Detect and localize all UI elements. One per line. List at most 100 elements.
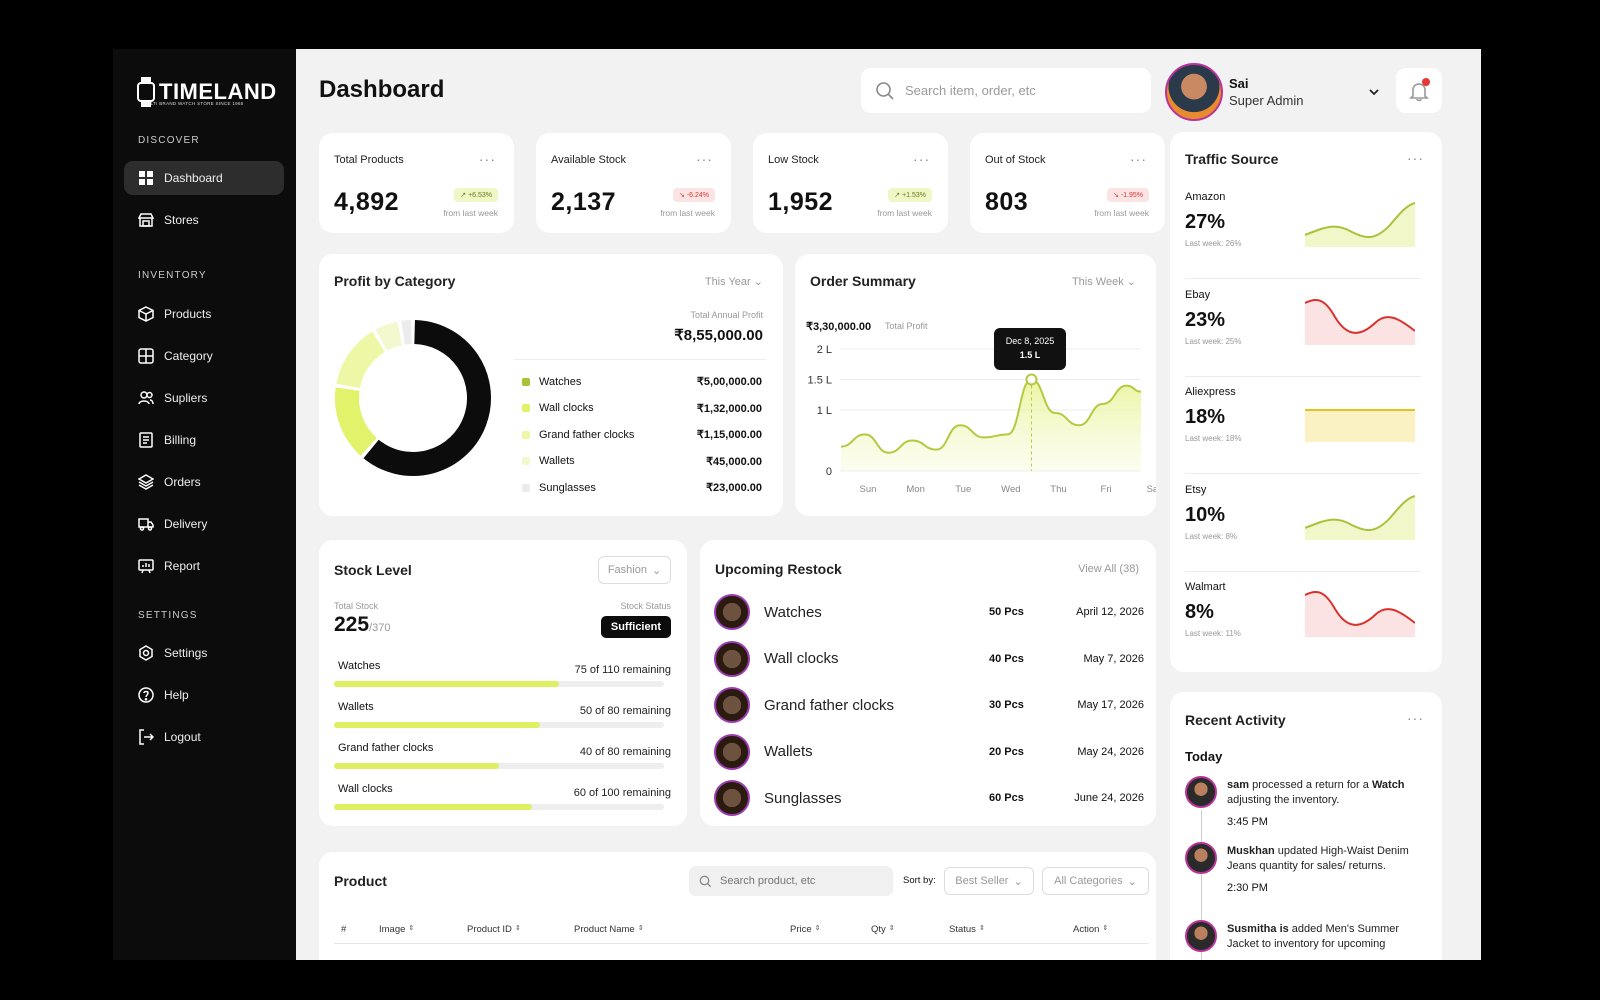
column-header[interactable]: Product Name ⇕	[574, 924, 644, 935]
main-content: Dashboard Sai Super Admin Profit by Cate…	[296, 49, 1481, 960]
watch-icon	[137, 77, 155, 107]
restock-item-date: June 24, 2026	[1074, 792, 1144, 804]
sort-dropdown[interactable]: Best Seller ⌄	[944, 867, 1034, 895]
column-header[interactable]: Product ID ⇕	[467, 924, 521, 935]
donut-slice[interactable]	[335, 387, 378, 456]
period-dropdown[interactable]: This Year ⌄	[705, 275, 763, 288]
user-menu[interactable]: Sai Super Admin	[1165, 63, 1385, 121]
sidebar-item-category[interactable]: Category	[124, 339, 284, 373]
sort-icon: ⇕	[814, 925, 821, 932]
legend-item: Grand father clocks ₹1,15,000.00	[522, 428, 762, 441]
stock-bar-fill	[334, 763, 499, 769]
column-header[interactable]: Status ⇕	[949, 924, 985, 935]
global-search[interactable]	[861, 68, 1151, 113]
activity-item: Susmitha is added Men's Summer Jacket to…	[1185, 920, 1425, 960]
sparkline	[1305, 409, 1415, 442]
divider	[1185, 375, 1421, 377]
section-settings: SETTINGS	[138, 610, 198, 621]
store-icon	[138, 213, 154, 227]
stat-card: Low Stock ··· 1,952 ↗ +1.53% from last week	[753, 133, 948, 233]
restock-row[interactable]: Grand father clocks 30 Pcs May 17, 2026	[714, 687, 1144, 723]
page-title: Dashboard	[319, 76, 445, 103]
sidebar-item-help[interactable]: Help	[124, 678, 284, 712]
more-icon[interactable]: ···	[1130, 151, 1147, 167]
stock-filter-dropdown[interactable]: Fashion ⌄	[598, 556, 671, 584]
more-icon[interactable]: ···	[1407, 710, 1424, 726]
column-label: Product Name	[574, 924, 635, 935]
sidebar-item-supliers[interactable]: Supliers	[124, 381, 284, 415]
x-tick-label: Sat	[1147, 484, 1156, 495]
search-input[interactable]	[905, 83, 1125, 98]
trend-down-icon: ↘	[1113, 192, 1121, 199]
sidebar-item-orders[interactable]: Orders	[124, 465, 284, 499]
column-header[interactable]: Action ⇕	[1073, 924, 1108, 935]
donut-slice[interactable]	[363, 320, 491, 476]
column-header[interactable]: Qty ⇕	[871, 924, 895, 935]
traffic-source-row[interactable]: Aliexpress 18% Last week: 18%	[1185, 378, 1423, 474]
product-search[interactable]	[689, 866, 893, 896]
stock-item-remaining: 40 of 80 remaining	[579, 746, 671, 758]
donut-slice[interactable]	[375, 321, 403, 351]
filter-value: Fashion	[607, 564, 647, 576]
stat-label: Total Products	[334, 154, 404, 166]
category-dropdown[interactable]: All Categories ⌄	[1042, 867, 1149, 895]
report-icon	[138, 559, 154, 574]
more-icon[interactable]: ···	[479, 151, 496, 167]
period-dropdown[interactable]: This Week ⌄	[1072, 275, 1136, 288]
traffic-source-row[interactable]: Ebay 23% Last week: 25%	[1185, 281, 1423, 377]
avatar[interactable]	[1185, 842, 1217, 874]
sort-icon: ⇕	[978, 925, 985, 932]
traffic-source-row[interactable]: Etsy 10% Last week: 8%	[1185, 476, 1423, 572]
sidebar-item-products[interactable]: Products	[124, 297, 284, 331]
avatar[interactable]	[1185, 920, 1217, 952]
stock-bar	[334, 804, 664, 810]
x-tick-label: Sun	[860, 484, 877, 495]
traffic-source-name: Etsy	[1185, 483, 1207, 496]
restock-row[interactable]: Wall clocks 40 Pcs May 7, 2026	[714, 640, 1144, 677]
sparkline-area	[1305, 495, 1415, 540]
sidebar-item-dashboard[interactable]: Dashboard	[124, 161, 284, 195]
avatar[interactable]	[1185, 776, 1217, 808]
column-header[interactable]: Price ⇕	[790, 924, 821, 935]
avatar[interactable]	[1165, 63, 1223, 121]
more-icon[interactable]: ···	[696, 151, 713, 167]
sidebar-item-stores[interactable]: Stores	[124, 203, 284, 237]
more-icon[interactable]: ···	[913, 151, 930, 167]
divider	[1185, 473, 1421, 474]
traffic-source-row[interactable]: Amazon 27% Last week: 26%	[1185, 183, 1423, 279]
legend-swatch	[522, 377, 530, 386]
restock-row[interactable]: Watches 50 Pcs April 12, 2026	[714, 594, 1144, 630]
sidebar-item-logout[interactable]: Logout	[124, 720, 284, 754]
restock-row[interactable]: Sunglasses 60 Pcs June 24, 2026	[714, 780, 1144, 816]
hover-point[interactable]	[1025, 373, 1038, 386]
traffic-source-row[interactable]: Walmart 8% Last week: 11%	[1185, 573, 1423, 669]
chevron-down-icon: ⌄	[1126, 276, 1136, 288]
app-window: TIMELAND MULTI BRAND WATCH STORE SINCE 1…	[113, 49, 1481, 960]
view-all-link[interactable]: View All (38)	[1078, 563, 1139, 575]
more-icon[interactable]: ···	[1407, 150, 1424, 166]
restock-item-qty: 60 Pcs	[989, 792, 1024, 804]
sidebar-item-report[interactable]: Report	[124, 549, 284, 583]
notification-button[interactable]	[1396, 68, 1442, 113]
sidebar-item-label: Logout	[164, 730, 201, 744]
sparkline-area	[1305, 591, 1415, 637]
donut-slice[interactable]	[401, 320, 412, 345]
column-header[interactable]: Image ⇕	[379, 924, 414, 935]
product-search-input[interactable]	[720, 875, 880, 887]
sort-icon: ⇕	[888, 925, 895, 932]
traffic-source-name: Amazon	[1185, 191, 1226, 203]
status-badge: Sufficient	[600, 616, 671, 638]
brand-logo[interactable]: TIMELAND	[137, 77, 277, 107]
legend-item: Watches ₹5,00,000.00	[522, 375, 762, 388]
restock-row[interactable]: Wallets 20 Pcs May 24, 2026	[714, 733, 1144, 770]
donut-slice[interactable]	[336, 331, 386, 389]
chevron-down-icon: ⌄	[1127, 875, 1137, 888]
sidebar-item-delivery[interactable]: Delivery	[124, 507, 284, 541]
legend-value: ₹23,000.00	[706, 482, 762, 494]
trend-up-icon: ↗	[460, 192, 469, 199]
sidebar-item-billing[interactable]: Billing	[124, 423, 284, 457]
chevron-down-icon[interactable]	[1367, 85, 1381, 99]
help-icon	[138, 687, 154, 703]
sidebar-item-settings[interactable]: Settings	[124, 636, 284, 670]
truck-icon	[138, 518, 154, 531]
